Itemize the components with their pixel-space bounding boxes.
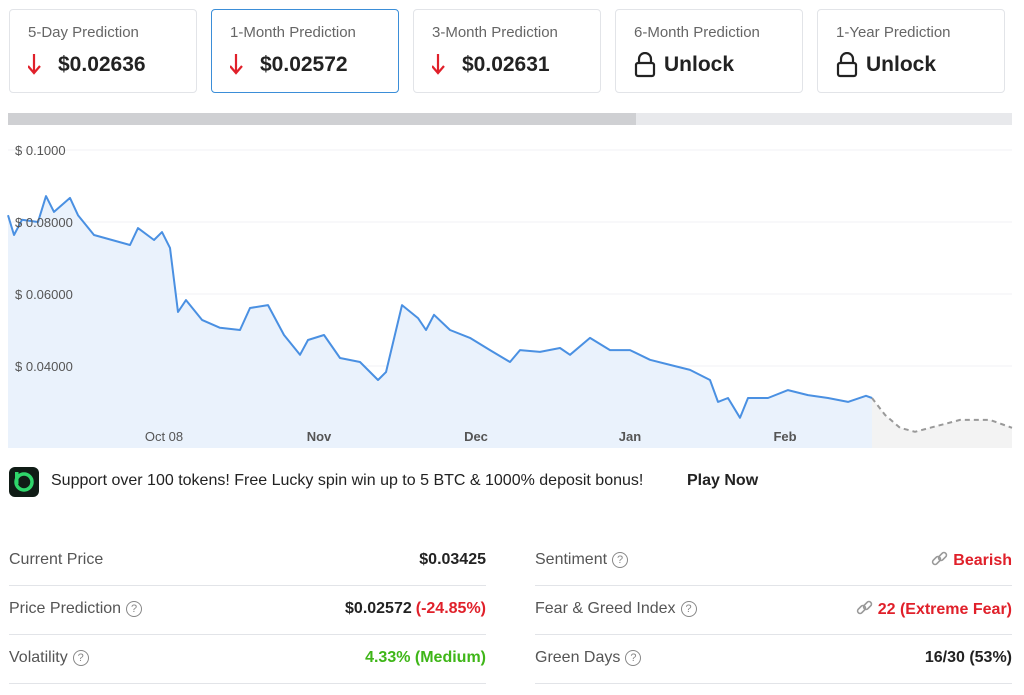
card-value: $0.02631 <box>462 53 550 76</box>
card-label: 3-Month Prediction <box>432 24 558 41</box>
prediction-card[interactable]: 1-Month Prediction $0.02572 <box>211 9 399 93</box>
help-icon[interactable]: ? <box>612 552 629 568</box>
stat-value: 22 (Extreme Fear) <box>856 600 1012 619</box>
y-tick-label: $ 0.04000 <box>15 359 73 374</box>
help-icon[interactable]: ? <box>126 601 143 617</box>
stat-row: Price Prediction? $0.02572 (-24.85%) <box>9 586 486 635</box>
stat-row: Sentiment? Bearish <box>535 537 1012 586</box>
stat-label-text: Current Price <box>9 551 104 568</box>
series-line <box>7 195 873 419</box>
stat-value-text: $0.02572 <box>345 600 412 617</box>
stat-value-text: 22 (Extreme Fear) <box>877 601 1012 618</box>
stat-label-text: Sentiment <box>535 551 608 568</box>
range-bar-track[interactable] <box>636 113 1012 125</box>
stat-value: 4.33% (Medium) <box>365 649 486 667</box>
stat-label: Price Prediction? <box>9 600 143 618</box>
y-tick-label: $ 0.08000 <box>15 215 73 230</box>
stat-label-text: Green Days <box>535 649 621 666</box>
lock-icon <box>836 52 858 78</box>
lock-icon <box>634 52 656 78</box>
card-label: 6-Month Prediction <box>634 24 760 41</box>
logo-glyph <box>14 472 34 492</box>
card-label: 1-Year Prediction <box>836 24 951 41</box>
series-area <box>8 196 872 448</box>
stat-value: 16/30 (53%) <box>925 649 1012 667</box>
x-tick-label: Nov <box>307 429 332 444</box>
banner-link[interactable]: Play Now <box>687 472 759 489</box>
series-line <box>871 397 1013 433</box>
x-tick-label: Feb <box>773 429 796 444</box>
stat-row: Current Price $0.03425 <box>9 537 486 586</box>
help-icon[interactable]: ? <box>625 650 642 666</box>
prediction-card[interactable]: 5-Day Prediction $0.02636 <box>9 9 197 93</box>
series-area <box>872 398 1012 448</box>
link-icon[interactable] <box>856 600 874 616</box>
y-tick-label: $ 0.1000 <box>15 143 66 158</box>
stat-label-text: Price Prediction <box>9 600 122 617</box>
stat-value: $0.02572 (-24.85%) <box>345 600 486 618</box>
stat-row: Green Days? 16/30 (53%) <box>535 635 1012 684</box>
help-icon[interactable]: ? <box>72 650 89 666</box>
banner-logo[interactable] <box>9 467 39 497</box>
card-value: $0.02572 <box>260 53 348 76</box>
stat-value-text: 16/30 (53%) <box>924 649 1012 666</box>
help-icon[interactable]: ? <box>680 601 697 617</box>
stat-row: Fear & Greed Index? 22 (Extreme Fear) <box>535 586 1012 635</box>
stat-value: $0.03425 <box>419 551 486 569</box>
x-tick-label: Jan <box>619 429 641 444</box>
card-label: 5-Day Prediction <box>28 24 139 41</box>
stat-label-text: Volatility <box>9 649 68 666</box>
stat-value-text: 4.33% (Medium) <box>365 649 486 666</box>
down-icon <box>230 54 243 75</box>
down-icon <box>28 54 41 75</box>
card-value: Unlock <box>664 53 735 76</box>
stat-label-text: Fear & Greed Index <box>535 600 676 617</box>
stat-label: Sentiment? <box>535 551 629 569</box>
x-tick-label: Oct 08 <box>145 429 183 444</box>
stat-value: Bearish <box>931 551 1012 570</box>
stat-label: Volatility? <box>9 649 89 667</box>
y-tick-label: $ 0.06000 <box>15 287 73 302</box>
card-value: Unlock <box>866 53 937 76</box>
down-icon <box>432 54 445 75</box>
stat-value-text: $0.03425 <box>419 551 486 568</box>
stat-row: Volatility? 4.33% (Medium) <box>9 635 486 684</box>
stat-value-text: Bearish <box>953 552 1012 569</box>
x-tick-label: Dec <box>464 429 488 444</box>
banner-text: Support over 100 tokens! Free Lucky spin… <box>51 472 644 489</box>
prediction-card[interactable]: 3-Month Prediction $0.02631 <box>413 9 601 93</box>
link-icon[interactable] <box>931 551 949 567</box>
card-label: 1-Month Prediction <box>230 24 356 41</box>
card-value: $0.02636 <box>58 53 146 76</box>
price-chart: $ 0.1000 $ 0.08000 $ 0.06000 $ 0.04000 Oct 0… <box>7 143 1013 448</box>
stat-label: Green Days? <box>535 649 642 667</box>
prediction-card[interactable]: 6-Month Prediction Unlock <box>615 9 803 93</box>
stat-label: Fear & Greed Index? <box>535 600 697 618</box>
stat-change: (-24.85%) <box>415 600 486 617</box>
stat-label: Current Price <box>9 551 103 569</box>
prediction-card[interactable]: 1-Year Prediction Unlock <box>817 9 1005 93</box>
range-bar[interactable] <box>8 113 636 125</box>
